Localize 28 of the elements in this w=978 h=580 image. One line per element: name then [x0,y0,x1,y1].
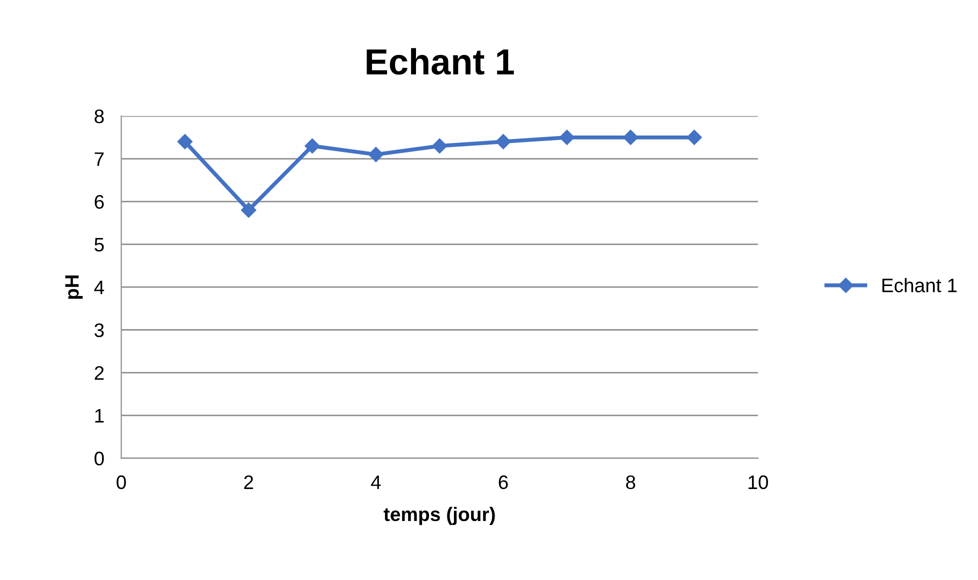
x-tick-label: 6 [498,475,508,490]
x-tick-label: 4 [370,476,381,489]
point [686,130,702,145]
point [177,134,193,150]
y-tick-label: 2 [94,366,104,380]
legend-label: Echant 1 [882,278,957,292]
x-tick-label: 8 [626,475,636,490]
x-axis-title: temps (jour) [384,506,495,526]
point [241,202,256,218]
y-axis-title: pH [65,275,83,299]
point [368,146,384,162]
chart-title: Echant 1 [366,48,514,75]
point [496,134,511,150]
y-tick-label: 6 [94,195,104,209]
point [304,138,320,154]
y-tick-label: 4 [94,280,104,294]
y-tick-label: 7 [94,152,104,166]
point [559,130,575,145]
x-tick-label: 2 [244,475,254,489]
x-tick-label: 0 [116,475,126,490]
x-tick-label: 10 [748,475,768,490]
y-tick-label: 1 [95,409,104,422]
point [432,138,448,154]
y-tick-label: 3 [94,323,104,338]
y-tick-label: 0 [94,452,104,466]
y-tick-label: 5 [94,238,104,252]
y-tick-label: 8 [94,109,104,124]
point [623,130,638,145]
